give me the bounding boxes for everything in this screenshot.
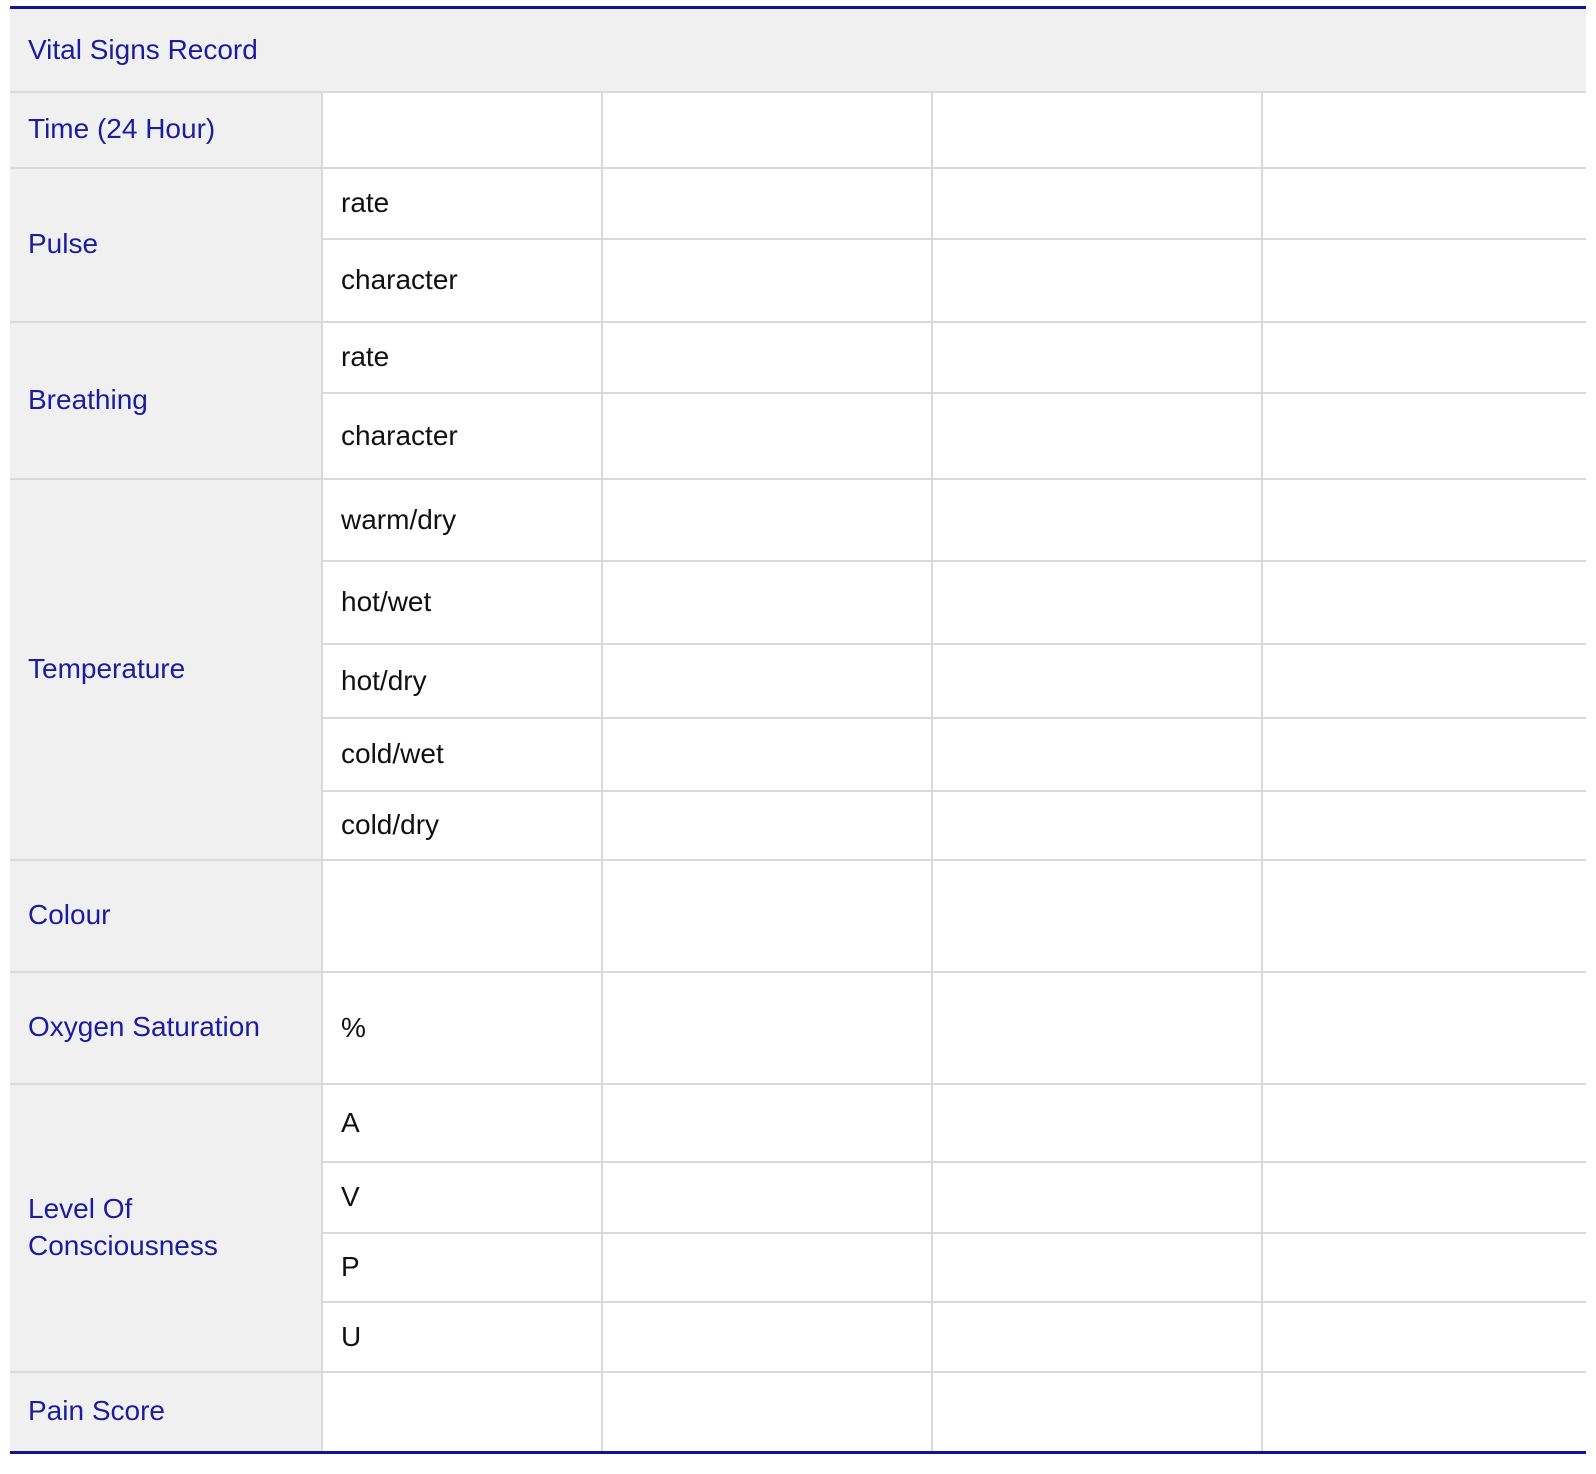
data-cell (932, 1371, 1263, 1454)
data-cell (932, 1161, 1263, 1234)
data-cell (932, 1301, 1263, 1373)
row-header: Vital Signs Record (10, 7, 1586, 93)
row-pain-score: Pain Score (10, 1371, 1586, 1454)
row-pulse-rate: Pulse rate (10, 167, 1586, 323)
data-cell (1262, 1083, 1586, 1163)
data-cell (932, 717, 1263, 792)
sub-label-pulse-character: character (322, 238, 603, 323)
sub-label-time (322, 91, 603, 169)
vital-signs-table: Vital Signs Record Time (24 Hour) Pulse … (10, 6, 1586, 1454)
data-cell (1262, 1371, 1586, 1454)
row-loc-p: P (10, 1232, 1586, 1303)
row-colour: Colour (10, 859, 1586, 973)
data-cell (932, 321, 1263, 394)
section-label-pain-score: Pain Score (10, 1371, 323, 1454)
data-cell (1262, 859, 1586, 973)
data-cell (602, 643, 933, 719)
row-temperature-hot-wet: hot/wet (10, 560, 1586, 645)
row-temperature-cold-dry: cold/dry (10, 790, 1586, 861)
data-cell (602, 560, 933, 645)
data-cell (602, 392, 933, 480)
sub-label-temperature-cold-dry: cold/dry (322, 790, 603, 861)
sub-label-pulse-rate: rate (322, 167, 603, 240)
data-cell (1262, 790, 1586, 861)
row-breathing-character: character (10, 392, 1586, 480)
data-cell (602, 859, 933, 973)
data-cell (602, 91, 933, 169)
sub-label-colour (322, 859, 603, 973)
section-label-temperature: Temperature (10, 478, 323, 861)
data-cell (602, 717, 933, 792)
data-cell (1262, 91, 1586, 169)
sub-label-temperature-cold-wet: cold/wet (322, 717, 603, 792)
row-temperature-cold-wet: cold/wet (10, 717, 1586, 792)
data-cell (602, 1161, 933, 1234)
section-label-time: Time (24 Hour) (10, 91, 323, 169)
data-cell (932, 971, 1263, 1085)
table-title: Vital Signs Record (10, 7, 1586, 93)
data-cell (932, 167, 1263, 240)
row-pulse-character: character (10, 238, 1586, 323)
sub-label-loc-a: A (322, 1083, 603, 1163)
data-cell (1262, 392, 1586, 480)
data-cell (1262, 1301, 1586, 1373)
sub-label-temperature-warm-dry: warm/dry (322, 478, 603, 562)
sub-label-loc-v: V (322, 1161, 603, 1234)
sub-label-loc-p: P (322, 1232, 603, 1303)
row-temperature-warm-dry: Temperature warm/dry (10, 478, 1586, 861)
data-cell (932, 478, 1263, 562)
row-loc-u: U (10, 1301, 1586, 1373)
data-cell (602, 790, 933, 861)
row-oxygen-saturation: Oxygen Saturation % (10, 971, 1586, 1085)
data-cell (932, 238, 1263, 323)
row-time: Time (24 Hour) (10, 91, 1586, 169)
data-cell (602, 1083, 933, 1163)
data-cell (932, 859, 1263, 973)
data-cell (1262, 1232, 1586, 1303)
data-cell (602, 1232, 933, 1303)
data-cell (932, 91, 1263, 169)
sub-label-pain-score (322, 1371, 603, 1454)
data-cell (1262, 238, 1586, 323)
sub-label-oxygen-saturation-percent: % (322, 971, 603, 1085)
row-temperature-hot-dry: hot/dry (10, 643, 1586, 719)
data-cell (1262, 717, 1586, 792)
data-cell (932, 643, 1263, 719)
sub-label-temperature-hot-dry: hot/dry (322, 643, 603, 719)
section-label-level-of-consciousness: Level Of Consciousness (10, 1083, 323, 1373)
data-cell (932, 1083, 1263, 1163)
section-label-breathing: Breathing (10, 321, 323, 480)
sub-label-loc-u: U (322, 1301, 603, 1373)
row-loc-v: V (10, 1161, 1586, 1234)
sub-label-breathing-rate: rate (322, 321, 603, 394)
data-cell (932, 560, 1263, 645)
data-cell (602, 321, 933, 394)
data-cell (602, 1371, 933, 1454)
data-cell (932, 392, 1263, 480)
data-cell (602, 1301, 933, 1373)
data-cell (602, 971, 933, 1085)
data-cell (1262, 478, 1586, 562)
section-label-colour: Colour (10, 859, 323, 973)
data-cell (602, 167, 933, 240)
data-cell (1262, 560, 1586, 645)
data-cell (932, 790, 1263, 861)
sub-label-breathing-character: character (322, 392, 603, 480)
data-cell (1262, 321, 1586, 394)
section-label-oxygen-saturation: Oxygen Saturation (10, 971, 323, 1085)
data-cell (1262, 1161, 1586, 1234)
row-loc-a: Level Of Consciousness A (10, 1083, 1586, 1373)
sub-label-temperature-hot-wet: hot/wet (322, 560, 603, 645)
data-cell (602, 478, 933, 562)
section-label-pulse: Pulse (10, 167, 323, 323)
data-cell (932, 1232, 1263, 1303)
row-breathing-rate: Breathing rate (10, 321, 1586, 480)
data-cell (1262, 643, 1586, 719)
data-cell (1262, 971, 1586, 1085)
data-cell (1262, 167, 1586, 240)
data-cell (602, 238, 933, 323)
